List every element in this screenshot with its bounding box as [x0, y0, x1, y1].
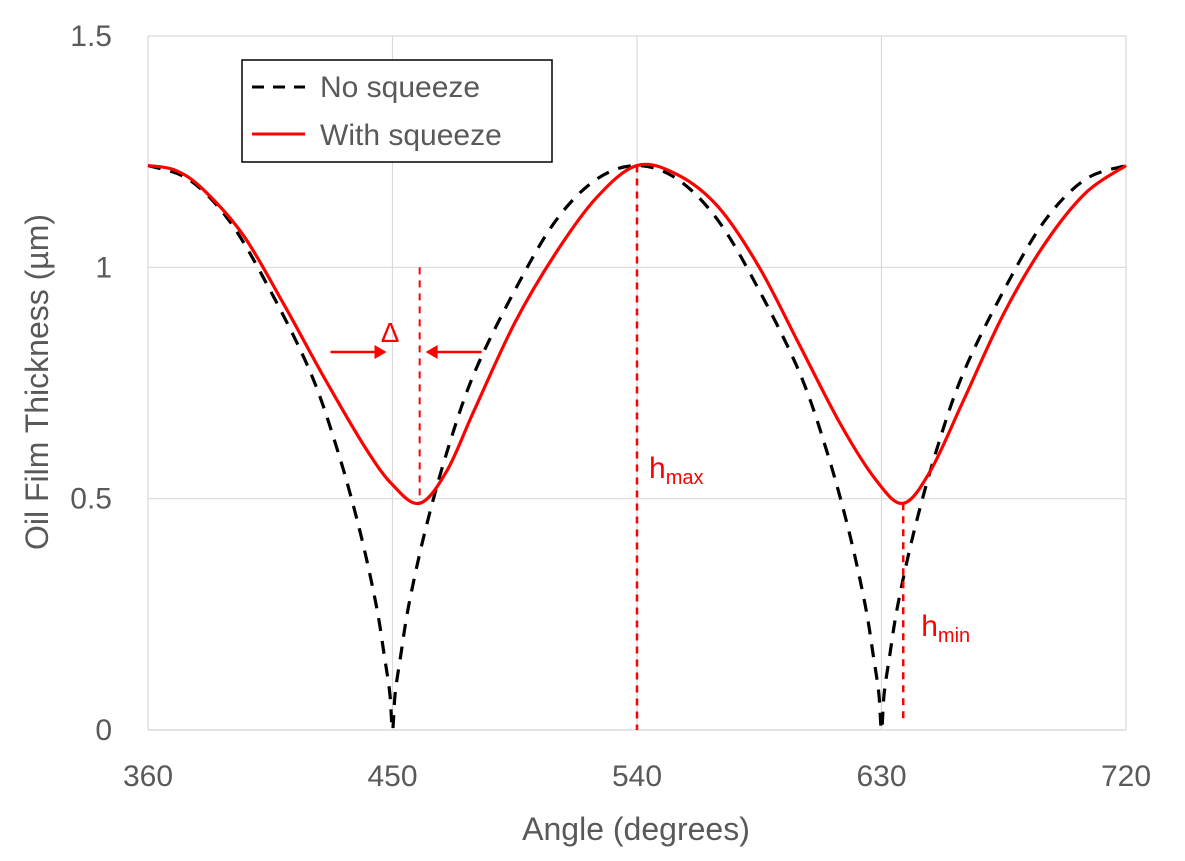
- y-tick-label: 1: [95, 251, 112, 284]
- y-axis-ticks: 0 0.5 1 1.5: [70, 20, 112, 747]
- y-tick-label: 0.5: [70, 483, 112, 516]
- x-tick-label: 540: [612, 760, 662, 793]
- annotations: hmax hmin Δ: [330, 165, 970, 730]
- legend-label-no-squeeze: No squeeze: [320, 71, 480, 104]
- x-tick-label: 720: [1101, 760, 1151, 793]
- x-axis-ticks: 360 450 540 630 720: [123, 760, 1151, 793]
- x-tick-label: 450: [367, 760, 417, 793]
- series-line-with-squeeze: [147, 162, 1127, 506]
- x-tick-label: 360: [123, 760, 173, 793]
- delta-arrow-right-head: [425, 345, 438, 359]
- h-max-label: hmax: [649, 452, 703, 489]
- delta-arrow-left-head: [374, 345, 387, 359]
- legend: No squeeze With squeeze: [241, 59, 553, 163]
- delta-label: Δ: [381, 317, 400, 348]
- h-min-label: hmin: [921, 610, 970, 647]
- x-axis-title: Angle (degrees): [522, 811, 750, 847]
- x-tick-label: 630: [856, 760, 906, 793]
- plot-area: [147, 162, 1127, 732]
- y-tick-label: 1.5: [70, 20, 112, 53]
- y-axis-title: Oil Film Thickness (µm): [19, 214, 55, 550]
- y-tick-label: 0: [95, 714, 112, 747]
- legend-label-with-squeeze: With squeeze: [320, 119, 502, 152]
- legend-box: [241, 59, 553, 163]
